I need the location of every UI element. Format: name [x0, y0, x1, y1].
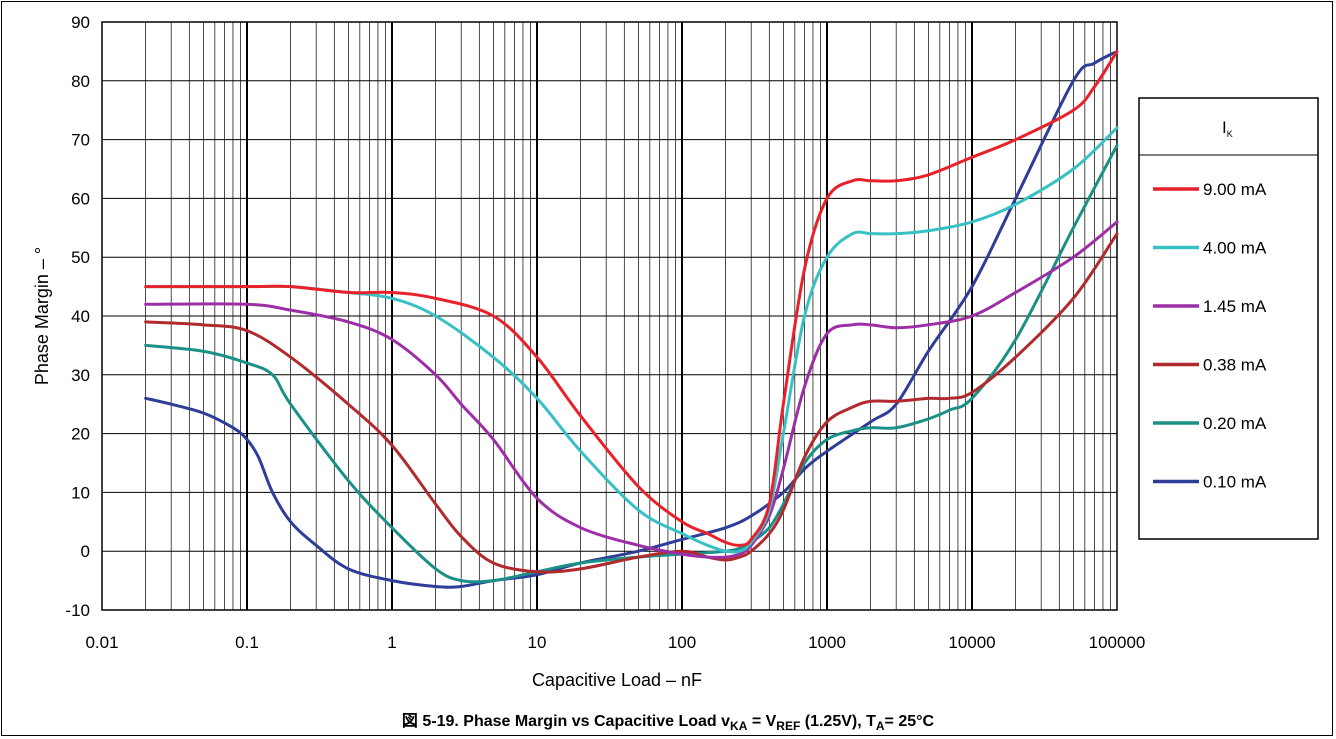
legend-label: 1.45 mA: [1203, 297, 1267, 316]
series-line-9-00-ma: [144, 49, 1119, 547]
x-tick-label: 1: [387, 633, 396, 652]
legend: IK 9.00 mA 4.00 mA 1.45 mA 0.38 mA 0.20 mA 0.…: [1138, 97, 1319, 540]
caption-mid2: (1.25V), T: [800, 713, 876, 730]
caption-prefix: 図 5-19. Phase Margin vs Capacitive Load …: [401, 713, 731, 730]
series-line-0-10-ma: [144, 49, 1119, 589]
x-tick-label: 0.1: [235, 633, 259, 652]
legend-label: 0.38 mA: [1203, 356, 1267, 375]
x-tick-label: 1000: [808, 633, 846, 652]
caption-sub-ref: REF: [776, 719, 801, 734]
major-gridlines: [102, 21, 1117, 611]
x-axis-title: Capacitive Load – nF: [532, 670, 702, 690]
legend-title: IK: [1222, 118, 1233, 139]
legend-box: [1138, 97, 1319, 540]
y-tick-label: 50: [71, 248, 90, 267]
y-tick-label: 40: [71, 307, 90, 326]
legend-label: 0.10 mA: [1203, 473, 1267, 492]
series-line-1-45-ma: [144, 220, 1119, 559]
x-tick-label: 100: [668, 633, 696, 652]
legend-label: 9.00 mA: [1203, 180, 1267, 199]
legend-title-sub: K: [1227, 129, 1233, 139]
y-tick-label: 60: [71, 189, 90, 208]
figure-caption: 図 5-19. Phase Margin vs Capacitive Load …: [0, 707, 1336, 733]
legend-items: 9.00 mA 4.00 mA 1.45 mA 0.38 mA 0.20 mA 0.10 …: [1153, 180, 1267, 492]
y-tick-label: 80: [71, 72, 90, 91]
series-lines: [144, 49, 1119, 589]
series-line-0-38-ma: [144, 232, 1119, 574]
caption-suffix: = 25°C: [884, 713, 935, 730]
y-tick-label: -10: [65, 601, 90, 620]
legend-label: 4.00 mA: [1203, 239, 1267, 258]
plot-area-border: [101, 21, 1118, 611]
y-tick-label: 90: [71, 13, 90, 32]
series-line-0-20-ma: [144, 143, 1119, 584]
legend-label: 0.20 mA: [1203, 414, 1267, 433]
x-tick-label: 10000: [948, 633, 995, 652]
y-axis-tick-labels: -10 0 10 20 30 40 50 60 70 80 90: [65, 13, 90, 620]
caption-mid1: = V: [747, 713, 777, 730]
y-tick-label: 10: [71, 483, 90, 502]
x-tick-label: 100000: [1089, 633, 1146, 652]
x-tick-label: 0.01: [85, 633, 118, 652]
x-tick-label: 10: [528, 633, 547, 652]
y-tick-label: 20: [71, 425, 90, 444]
y-tick-label: 30: [71, 366, 90, 385]
series-line-4-00-ma: [144, 126, 1119, 554]
y-tick-label: 0: [81, 542, 90, 561]
caption-sub-a: A: [875, 719, 885, 734]
caption-sub-ka: KA: [730, 719, 748, 734]
x-axis-tick-labels: 0.01 0.1 1 10 100 1000 10000 100000: [85, 633, 1145, 652]
y-axis-title: Phase Margin – °: [32, 247, 52, 385]
y-tick-label: 70: [71, 131, 90, 150]
legend-title-main: I: [1222, 118, 1227, 137]
